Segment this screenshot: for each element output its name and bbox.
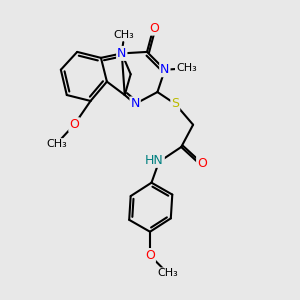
- Text: HN: HN: [145, 154, 164, 167]
- Text: N: N: [160, 63, 170, 76]
- Text: CH₃: CH₃: [158, 268, 178, 278]
- Text: CH₃: CH₃: [176, 63, 196, 73]
- Text: N: N: [130, 98, 140, 110]
- Text: O: O: [149, 22, 159, 34]
- Text: S: S: [171, 98, 179, 110]
- Text: O: O: [197, 157, 207, 170]
- Text: O: O: [145, 249, 155, 262]
- Text: N: N: [117, 47, 127, 60]
- Text: O: O: [69, 118, 79, 131]
- Text: CH₃: CH₃: [114, 30, 134, 40]
- Text: CH₃: CH₃: [46, 139, 67, 149]
